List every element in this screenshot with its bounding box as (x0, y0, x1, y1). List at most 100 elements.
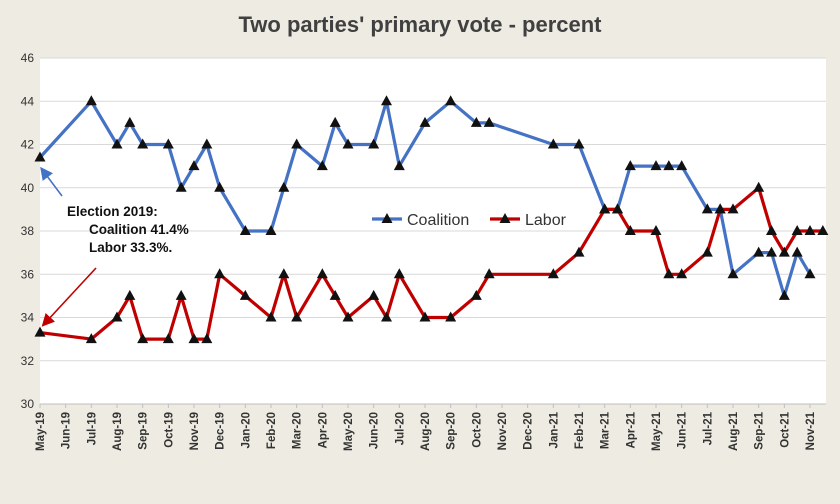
x-tick-label: Nov-21 (805, 411, 817, 450)
annotation-line: Election 2019: (67, 204, 158, 219)
data-point-labor (470, 289, 482, 300)
x-tick-label: Sep-19 (138, 412, 150, 450)
data-point-labor (291, 311, 303, 322)
x-tick-label: Mar-21 (600, 411, 612, 449)
data-point-coalition (650, 160, 662, 171)
x-tick-label: Nov-20 (497, 412, 509, 450)
data-point-coalition (111, 138, 123, 149)
x-tick-label: Jul-21 (702, 411, 714, 445)
data-point-labor (676, 268, 688, 279)
data-point-coalition (701, 203, 713, 214)
data-point-labor (663, 268, 675, 279)
data-point-labor (419, 311, 431, 322)
data-point-coalition (778, 289, 790, 300)
data-point-coalition (445, 95, 457, 106)
x-tick-label: Jan-21 (548, 411, 560, 448)
data-point-labor (612, 203, 623, 214)
data-point-coalition (124, 116, 136, 127)
data-point-coalition (316, 160, 328, 171)
data-point-coalition (85, 95, 97, 106)
x-tick-label: May-20 (343, 412, 355, 451)
data-point-coalition (573, 138, 585, 149)
x-tick-label: Dec-20 (523, 412, 535, 450)
data-point-labor (342, 311, 354, 322)
data-point-coalition (393, 160, 405, 171)
data-point-labor (175, 289, 187, 300)
data-point-labor (34, 326, 46, 337)
series-line-coalition (38, 99, 812, 298)
x-tick-label: May-21 (651, 411, 663, 451)
y-tick-label: 40 (21, 181, 35, 195)
x-tick-label: Oct-20 (471, 412, 483, 448)
x-tick-label: Jul-19 (86, 412, 98, 445)
y-tick-label: 42 (21, 138, 35, 152)
x-tick-label: Aug-21 (728, 411, 740, 451)
data-point-coalition (137, 138, 149, 149)
data-point-labor (188, 333, 200, 344)
data-point-labor (239, 289, 251, 300)
data-point-coalition (804, 268, 816, 279)
data-point-coalition (162, 138, 174, 149)
data-point-labor (214, 268, 226, 279)
annotation-line: Labor 33.3%. (89, 240, 172, 255)
y-tick-label: 44 (21, 94, 35, 108)
data-point-labor (547, 268, 559, 279)
y-tick-label: 46 (21, 51, 35, 65)
data-point-labor (265, 311, 277, 322)
annotation-arrow-coalition (40, 166, 63, 197)
data-point-labor (650, 225, 662, 235)
x-tick-label: Mar-20 (292, 412, 304, 449)
data-point-coalition (547, 138, 559, 149)
x-tick-label: Feb-21 (574, 411, 586, 449)
data-point-coalition (419, 116, 431, 127)
data-point-coalition (766, 246, 777, 257)
y-tick-label: 32 (21, 354, 35, 368)
data-point-coalition (278, 181, 290, 192)
data-point-labor (111, 311, 123, 322)
x-tick-label: Jun-21 (677, 411, 689, 449)
data-point-labor (804, 225, 816, 235)
data-point-coalition (201, 138, 213, 149)
legend-marker (499, 213, 511, 223)
data-point-coalition (291, 138, 303, 149)
data-point-labor (393, 268, 405, 279)
y-tick-label: 36 (21, 267, 35, 281)
data-point-labor (201, 333, 213, 344)
annotation-arrow-labor (41, 267, 97, 327)
data-point-coalition (753, 246, 765, 257)
x-tick-label: Jun-19 (61, 412, 73, 449)
data-point-labor (137, 333, 149, 344)
x-tick-label: Apr-21 (625, 411, 637, 448)
chart-title: Two parties' primary vote - percent (238, 12, 602, 37)
data-point-labor (162, 333, 174, 344)
data-point-labor (329, 289, 341, 300)
data-point-labor (778, 246, 790, 257)
data-point-labor (316, 268, 328, 279)
data-point-coalition (368, 138, 380, 149)
data-point-labor (573, 246, 585, 257)
x-tick-label: Aug-20 (420, 412, 432, 451)
annotation-line: Coalition 41.4% (89, 222, 189, 237)
y-tick-label: 34 (21, 311, 35, 325)
x-tick-label: Apr-20 (317, 412, 329, 448)
legend-label: Labor (525, 212, 567, 229)
y-tick-label: 38 (21, 224, 35, 238)
data-point-labor (483, 268, 495, 279)
data-point-labor (714, 203, 726, 214)
data-point-coalition (265, 225, 277, 235)
data-point-labor (381, 311, 392, 322)
x-tick-label: Jan-20 (240, 412, 252, 448)
data-point-labor (727, 203, 739, 214)
data-point-labor (753, 181, 765, 192)
data-point-coalition (188, 160, 200, 171)
x-tick-label: Oct-21 (779, 411, 791, 447)
data-point-coalition (727, 268, 739, 279)
x-tick-label: Sep-21 (754, 411, 766, 449)
x-tick-label: May-19 (35, 412, 47, 451)
x-tick-label: Oct-19 (163, 412, 175, 448)
data-point-coalition (470, 116, 482, 127)
data-point-labor (766, 225, 777, 235)
data-point-coalition (676, 160, 688, 171)
